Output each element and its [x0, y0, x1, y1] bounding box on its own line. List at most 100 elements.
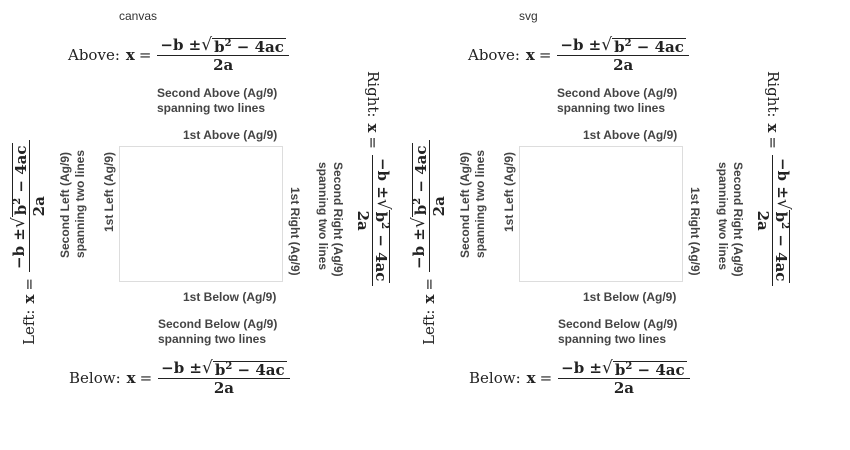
formula-numerator: −b ± √ b2 − 4ac	[157, 36, 289, 56]
label-first-left: 1st Left (Ag/9)	[102, 151, 116, 232]
formula-prefix: Left:	[420, 309, 438, 345]
square-root: √ b2 − 4ac	[409, 143, 430, 228]
canvas-panel: canvas Above: x = −b ± √ b2 − 4ac 2a Sec…	[9, 9, 393, 397]
radicand: b2 − 4ac	[612, 38, 686, 55]
panel-title: canvas	[119, 9, 158, 23]
radicand-exponent: 2	[625, 361, 633, 372]
formula-numerator: −b ± √ b2 − 4ac	[409, 140, 430, 272]
radicand-base: b	[614, 361, 626, 379]
formula-prefix: Below:	[469, 369, 521, 387]
radicand-base: b	[214, 38, 225, 56]
radicand-exponent: 2	[224, 38, 232, 49]
radicand-rest: − 4ac	[372, 229, 390, 282]
formula-below: Below: x = −b ± √ b2 − 4ac 2a	[469, 359, 690, 397]
label-first-right: 1st Right (Ag/9)	[288, 187, 302, 276]
plot-area-box	[519, 146, 683, 282]
formula-fraction: −b ± √ b2 − 4ac 2a	[557, 35, 689, 74]
formula-prefix: Above:	[68, 46, 120, 64]
numerator-prefix: −b ±	[374, 157, 392, 199]
radicand-exponent: 2	[624, 38, 632, 49]
formula-numerator: −b ± √ b2 − 4ac	[372, 154, 393, 287]
formula-fraction: −b ± √ b2 − 4ac 2a	[754, 154, 793, 287]
formula-below: Below: x = −b ± √ b2 − 4ac 2a	[69, 359, 290, 397]
formula-equals: =	[139, 369, 153, 387]
formula-denominator: 2a	[213, 379, 234, 397]
plot-area-box	[119, 146, 283, 282]
label-second-above: Second Above (Ag/9) spanning two lines	[557, 86, 678, 115]
formula-prefix: Below:	[69, 369, 121, 387]
formula-variable: x	[125, 46, 135, 64]
radical-sign: √	[202, 358, 213, 378]
formula-denominator: 2a	[213, 56, 234, 74]
label-first-below: 1st Below (Ag/9)	[583, 290, 677, 304]
label-second-left: Second Left (Ag/9) spanning two lines	[58, 149, 87, 258]
formula-fraction: −b ± √ b2 − 4ac 2a	[409, 140, 448, 272]
radicand-rest: − 4ac	[12, 145, 30, 198]
radicand: b2 − 4ac	[772, 209, 790, 284]
radical-sign: √	[201, 35, 213, 55]
square-root: √ b2 − 4ac	[602, 359, 687, 378]
formula-prefix: Left:	[20, 309, 38, 345]
formula-equals: =	[420, 277, 438, 291]
formula-numerator: −b ± √ b2 − 4ac	[772, 154, 793, 287]
formula-above: Above: x = −b ± √ b2 − 4ac 2a	[468, 36, 689, 74]
formula-prefix: Right:	[764, 71, 782, 118]
numerator-prefix: −b ±	[410, 228, 428, 269]
numerator-prefix: −b ±	[774, 157, 792, 199]
radicand-base: b	[12, 204, 30, 216]
formula-denominator: 2a	[430, 196, 448, 217]
square-root: √ b2 − 4ac	[202, 359, 287, 378]
formula-variable: x	[126, 369, 136, 387]
radical-sign: √	[601, 35, 613, 55]
radicand-base: b	[372, 211, 390, 223]
formula-equals: =	[138, 46, 152, 64]
formula-right: Right: x = −b ± √ b2 − 4ac 2a	[754, 71, 793, 287]
square-root: √ b2 − 4ac	[372, 199, 393, 284]
radicand: b2 − 4ac	[12, 143, 30, 218]
formula-fraction: −b ± √ b2 − 4ac 2a	[354, 154, 393, 287]
radicand-base: b	[412, 204, 430, 216]
radical-sign: √	[602, 358, 613, 378]
formula-numerator: −b ± √ b2 − 4ac	[158, 359, 290, 379]
formula-numerator: −b ± √ b2 − 4ac	[557, 35, 689, 56]
numerator-prefix: −b ±	[560, 36, 602, 54]
formula-variable: x	[364, 123, 382, 133]
square-root: √ b2 − 4ac	[9, 143, 30, 229]
svg-panel: svg Above: x = −b ± √ b2 − 4ac 2a Second…	[400, 0, 825, 450]
formula-denominator: 2a	[754, 210, 772, 231]
radicand-exponent: 2	[12, 197, 23, 205]
formula-variable: x	[20, 294, 38, 304]
radicand: b2 − 4ac	[212, 361, 287, 378]
formula-equals: =	[764, 136, 782, 149]
formula-variable: x	[764, 123, 782, 133]
label-first-below: 1st Below (Ag/9)	[183, 290, 277, 304]
formula-equals: =	[20, 277, 38, 291]
formula-left: Left: x = −b ± √ b2 − 4ac 2a	[409, 140, 448, 345]
numerator-prefix: −b ±	[160, 36, 202, 54]
label-second-below: Second Below (Ag/9) spanning two lines	[558, 317, 678, 346]
numerator-prefix: −b ±	[161, 359, 203, 377]
radicand: b2 − 4ac	[372, 209, 390, 284]
formula-fraction: −b ± √ b2 − 4ac 2a	[157, 36, 289, 74]
label-second-below: Second Below (Ag/9) spanning two lines	[158, 317, 278, 346]
radical-sign: √	[9, 217, 29, 229]
formula-numerator: −b ± √ b2 − 4ac	[9, 140, 30, 272]
formula-variable: x	[420, 294, 438, 304]
label-first-left: 1st Left (Ag/9)	[502, 151, 516, 232]
radicand-rest: − 4ac	[772, 229, 790, 282]
radicand-exponent: 2	[412, 197, 423, 205]
label-second-left: Second Left (Ag/9) spanning two lines	[458, 149, 487, 258]
label-first-right: 1st Right (Ag/9)	[688, 187, 702, 276]
square-root: √ b2 − 4ac	[201, 36, 286, 55]
label-second-right: Second Right (Ag/9) spanning two lines	[716, 162, 745, 277]
formula-equals: =	[539, 369, 553, 387]
radicand: b2 − 4ac	[212, 38, 286, 55]
formula-fraction: −b ± √ b2 − 4ac 2a	[158, 359, 290, 397]
label-first-above: 1st Above (Ag/9)	[583, 128, 678, 142]
formula-numerator: −b ± √ b2 − 4ac	[558, 359, 690, 379]
formula-prefix: Right:	[364, 71, 382, 118]
formula-fraction: −b ± √ b2 − 4ac 2a	[9, 140, 48, 272]
radicand: b2 − 4ac	[412, 143, 430, 218]
formula-fraction: −b ± √ b2 − 4ac 2a	[558, 359, 690, 397]
formula-denominator: 2a	[30, 196, 48, 217]
